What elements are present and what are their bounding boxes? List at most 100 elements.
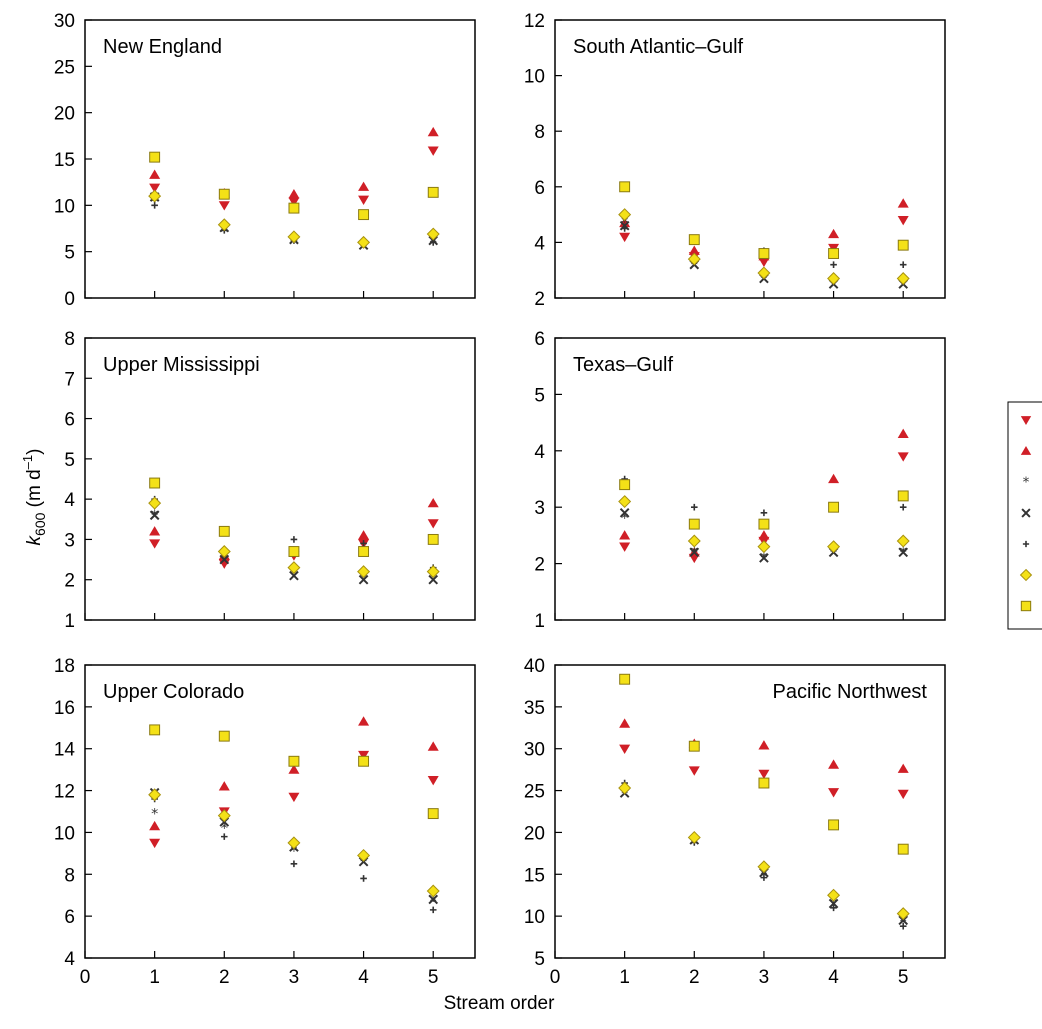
x-tick-label: 3 — [289, 967, 300, 988]
y-tick-label: 8 — [534, 122, 545, 143]
y-tick-label: 0 — [64, 289, 75, 310]
data-point — [828, 473, 840, 484]
data-point — [218, 730, 230, 742]
data-point — [827, 540, 841, 554]
data-point — [358, 574, 369, 585]
data-point — [899, 503, 907, 511]
data-point — [690, 503, 698, 511]
y-tick-label: 10 — [54, 823, 75, 844]
y-tick-label: 6 — [64, 907, 75, 928]
star-icon: * — [1023, 474, 1030, 490]
data-point — [757, 540, 771, 554]
data-point — [897, 490, 909, 502]
series-2 — [149, 716, 439, 831]
data-point — [219, 554, 230, 565]
data-point — [688, 740, 700, 752]
data-point — [760, 874, 768, 881]
data-point — [619, 673, 631, 685]
data-point — [759, 553, 769, 563]
y-tick-label: 15 — [54, 150, 75, 171]
y-tick-label: 7 — [64, 369, 75, 390]
diamond-icon — [1019, 568, 1033, 582]
y-tick-label: 1 — [534, 611, 545, 632]
legend-item: 7 — [1020, 600, 1032, 612]
panel-title: South Atlantic–Gulf — [573, 36, 744, 58]
data-point — [427, 808, 439, 820]
y-tick-label: 25 — [524, 782, 545, 803]
y-tick-label: 8 — [64, 865, 75, 886]
data-point — [427, 533, 439, 545]
series-2 — [619, 428, 909, 557]
data-point — [898, 915, 909, 926]
series-2 — [619, 718, 909, 773]
series-7 — [619, 479, 909, 530]
data-point — [619, 542, 631, 552]
data-point — [218, 188, 230, 200]
data-point — [758, 740, 770, 750]
y-tick-label: 14 — [54, 740, 76, 761]
series-1 — [149, 146, 439, 211]
y-tick-label: 6 — [64, 410, 75, 431]
y-tick-label: 2 — [534, 289, 545, 310]
data-point — [217, 545, 231, 558]
panel-title: Texas–Gulf — [573, 354, 673, 376]
y-tick-label: 4 — [534, 442, 545, 463]
y-tick-label: 12 — [54, 782, 75, 803]
data-point — [288, 202, 300, 214]
x-tick-label: 1 — [149, 967, 160, 988]
data-point — [618, 495, 632, 509]
y-tick-label: 6 — [534, 178, 545, 199]
x-tick-label: 2 — [219, 967, 230, 988]
y-tick-label: 12 — [524, 11, 545, 32]
data-point — [897, 843, 909, 855]
y-tick-label: 20 — [54, 104, 75, 125]
data-point — [758, 518, 770, 530]
data-point — [426, 565, 440, 579]
data-point — [828, 501, 840, 513]
plot-frame — [84, 337, 476, 621]
data-point — [357, 565, 371, 579]
y-tick-label: 40 — [524, 656, 545, 677]
data-point — [149, 820, 161, 831]
y-tick-label: 10 — [524, 907, 545, 928]
legend-item: 1 — [1020, 416, 1032, 425]
y-tick-label: 8 — [64, 329, 75, 350]
data-point — [288, 197, 300, 207]
y-tick-label: 10 — [524, 67, 545, 88]
data-point — [688, 766, 700, 776]
y-tick-label: 3 — [534, 498, 545, 519]
y-tick-label: 30 — [54, 11, 75, 32]
data-point — [217, 218, 231, 232]
data-point — [687, 534, 701, 548]
data-point — [429, 906, 437, 914]
square-icon — [1020, 600, 1032, 612]
data-point — [830, 261, 837, 268]
data-point — [619, 718, 631, 728]
data-point — [220, 833, 228, 840]
data-point: * — [221, 821, 228, 837]
data-point — [149, 539, 161, 549]
data-point — [288, 755, 300, 767]
data-point — [899, 261, 907, 268]
series-7 — [619, 673, 909, 855]
data-point: * — [151, 806, 158, 822]
data-point: * — [621, 511, 628, 527]
data-point — [148, 788, 162, 802]
x-cross-icon — [1021, 508, 1031, 518]
series-3: ***** — [621, 787, 907, 931]
plot-frame — [554, 664, 946, 959]
series-1 — [619, 744, 909, 800]
y-tick-label: 3 — [64, 530, 75, 551]
data-point — [687, 830, 701, 844]
data-point — [897, 763, 909, 773]
data-point — [149, 724, 161, 736]
data-point — [358, 181, 370, 191]
series-6 — [618, 781, 910, 921]
y-tick-label: 15 — [524, 865, 545, 886]
data-point — [827, 888, 841, 902]
x-tick-label: 4 — [828, 967, 839, 988]
